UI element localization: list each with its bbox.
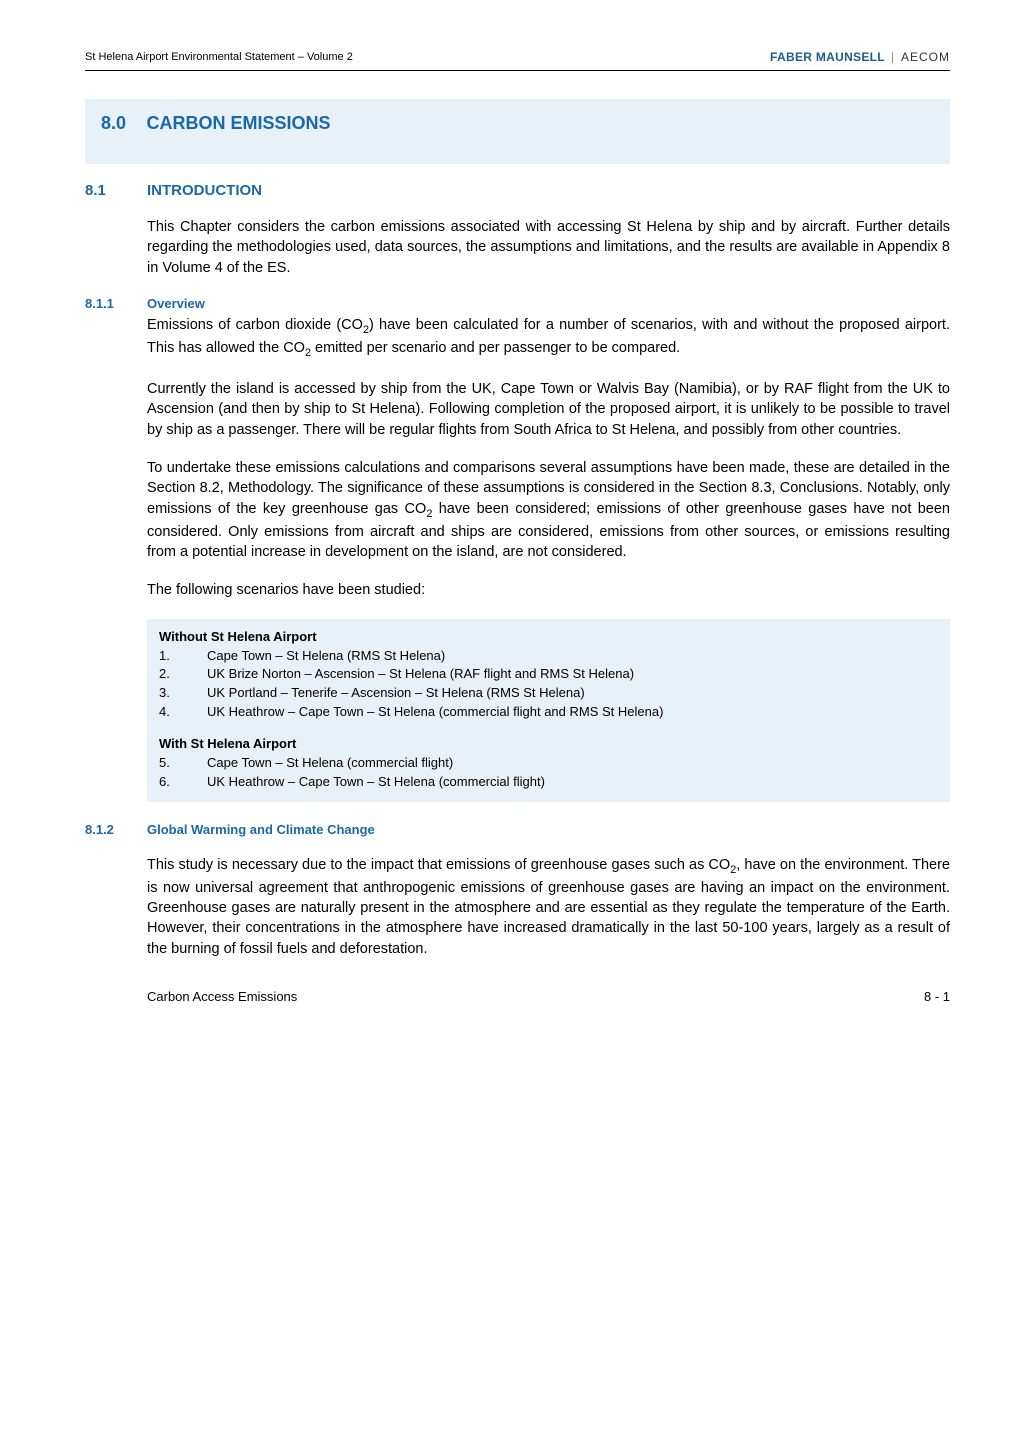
scenario-group-a-title: Without St Helena Airport [159, 629, 938, 644]
list-num: 1. [159, 647, 207, 666]
overview-para-1: Emissions of carbon dioxide (CO2) have b… [147, 315, 950, 361]
intro-body: This Chapter considers the carbon emissi… [147, 217, 950, 278]
scenario-list-a: 1.Cape Town – St Helena (RMS St Helena) … [159, 647, 938, 722]
intro-heading: 8.1 INTRODUCTION [85, 182, 950, 199]
list-text: Cape Town – St Helena (commercial flight… [207, 754, 453, 773]
gwcc-p1-a: This study is necessary due to the impac… [147, 857, 730, 873]
scenario-list-b: 5.Cape Town – St Helena (commercial flig… [159, 754, 938, 792]
section-title: CARBON EMISSIONS [146, 113, 330, 133]
brand-aecom: AECOM [901, 50, 950, 64]
overview-body: Emissions of carbon dioxide (CO2) have b… [147, 315, 950, 601]
intro-number: 8.1 [85, 182, 147, 199]
overview-title: Overview [147, 296, 205, 311]
section-heading: 8.0 CARBON EMISSIONS [85, 99, 950, 164]
list-text: UK Heathrow – Cape Town – St Helena (com… [207, 773, 545, 792]
brand-divider-icon [892, 52, 893, 63]
gwcc-para-1: This study is necessary due to the impac… [147, 855, 950, 959]
list-item: 2.UK Brize Norton – Ascension – St Helen… [159, 665, 938, 684]
list-item: 4.UK Heathrow – Cape Town – St Helena (c… [159, 703, 938, 722]
overview-number: 8.1.1 [85, 296, 147, 311]
overview-heading: 8.1.1 Overview [85, 296, 950, 311]
overview-p1-c: emitted per scenario and per passenger t… [311, 340, 680, 356]
list-text: UK Heathrow – Cape Town – St Helena (com… [207, 703, 663, 722]
gwcc-body: This study is necessary due to the impac… [147, 855, 950, 959]
page: St Helena Airport Environmental Statemen… [0, 0, 1020, 1044]
page-footer: Carbon Access Emissions 8 - 1 [147, 989, 950, 1004]
list-text: UK Brize Norton – Ascension – St Helena … [207, 665, 634, 684]
gwcc-title: Global Warming and Climate Change [147, 822, 375, 837]
list-num: 6. [159, 773, 207, 792]
scenario-group-b-title: With St Helena Airport [159, 736, 938, 751]
gwcc-heading: 8.1.2 Global Warming and Climate Change [85, 822, 950, 837]
list-text: Cape Town – St Helena (RMS St Helena) [207, 647, 445, 666]
overview-para-4: The following scenarios have been studie… [147, 580, 950, 600]
brand-faber: FABER MAUNSELL [770, 50, 885, 64]
header-rule [85, 70, 950, 71]
list-num: 3. [159, 684, 207, 703]
list-text: UK Portland – Tenerife – Ascension – St … [207, 684, 585, 703]
list-num: 5. [159, 754, 207, 773]
gwcc-number: 8.1.2 [85, 822, 147, 837]
section-number: 8.0 [101, 113, 126, 133]
intro-para-1: This Chapter considers the carbon emissi… [147, 217, 950, 278]
list-num: 4. [159, 703, 207, 722]
intro-title: INTRODUCTION [147, 182, 262, 199]
overview-para-3: To undertake these emissions calculation… [147, 458, 950, 562]
list-item: 1.Cape Town – St Helena (RMS St Helena) [159, 647, 938, 666]
footer-left: Carbon Access Emissions [147, 989, 297, 1004]
list-item: 6.UK Heathrow – Cape Town – St Helena (c… [159, 773, 938, 792]
overview-para-2: Currently the island is accessed by ship… [147, 379, 950, 440]
scenario-box: Without St Helena Airport 1.Cape Town – … [147, 619, 950, 802]
page-header: St Helena Airport Environmental Statemen… [85, 50, 950, 64]
doc-title: St Helena Airport Environmental Statemen… [85, 51, 353, 63]
footer-right: 8 - 1 [924, 989, 950, 1004]
list-item: 3.UK Portland – Tenerife – Ascension – S… [159, 684, 938, 703]
overview-p1-a: Emissions of carbon dioxide (CO [147, 317, 363, 333]
brand-block: FABER MAUNSELL AECOM [770, 50, 950, 64]
list-num: 2. [159, 665, 207, 684]
list-item: 5.Cape Town – St Helena (commercial flig… [159, 754, 938, 773]
